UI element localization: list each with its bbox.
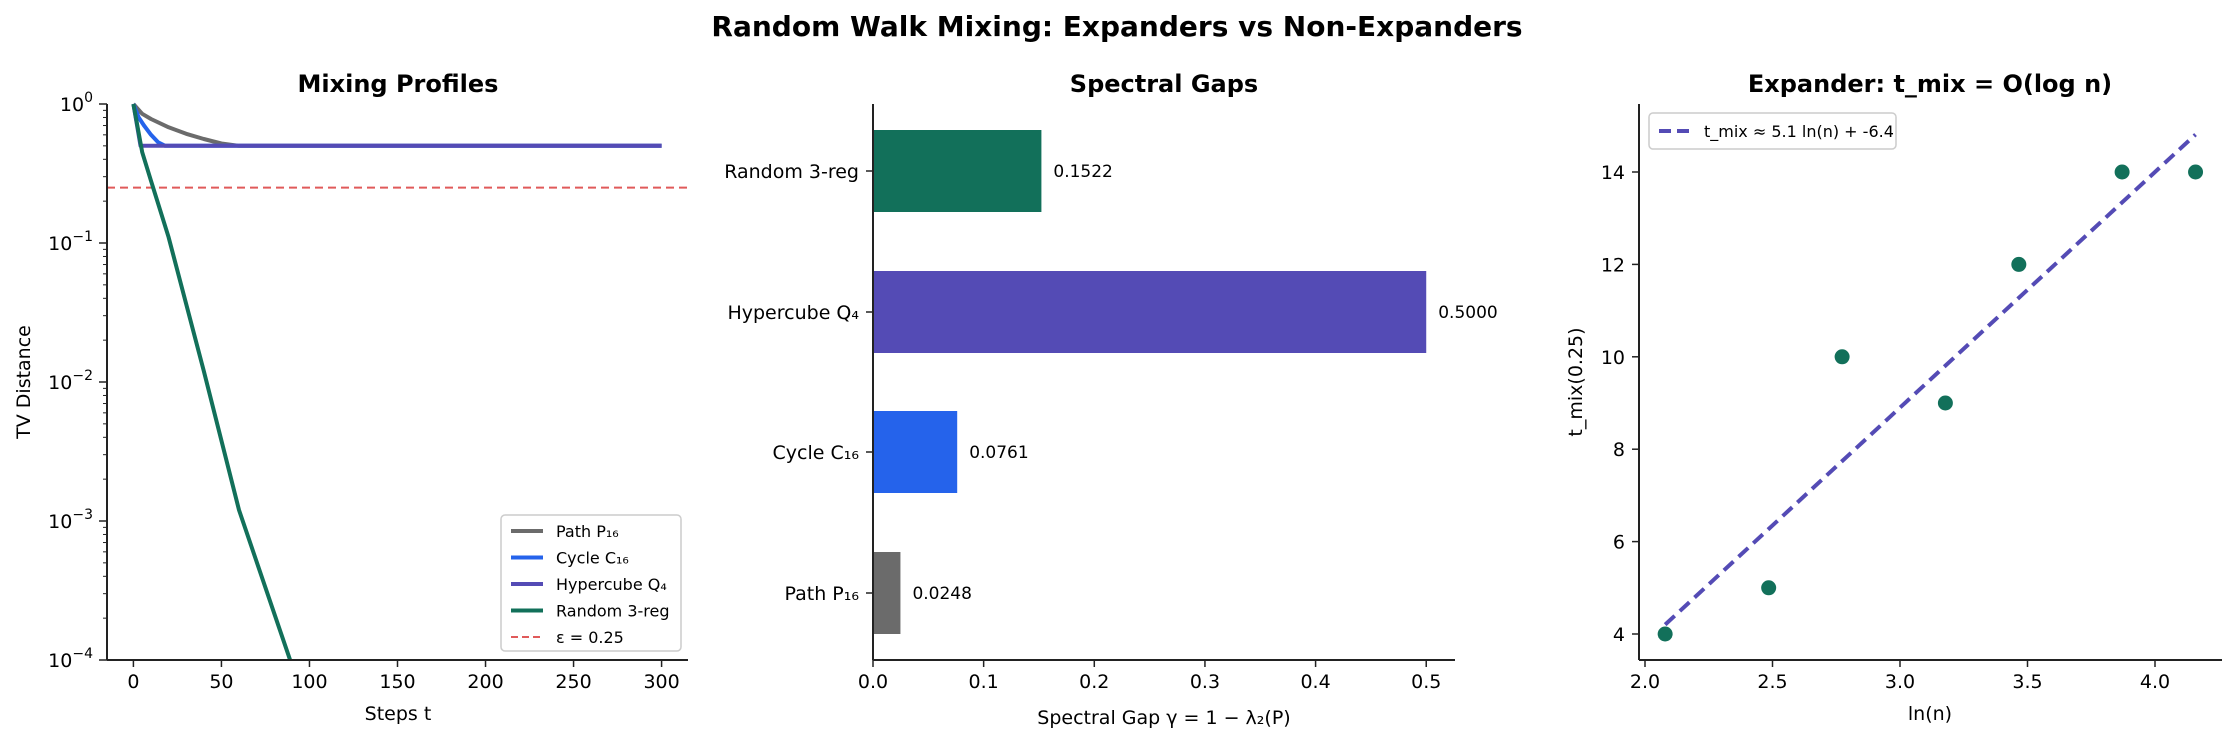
legend-box [500, 514, 682, 652]
x-axis-label-spectral: Spectral Gap γ = 1 − λ₂(P) [1037, 707, 1290, 729]
y-tick-label: 14 [1601, 162, 1625, 184]
legend-box [1648, 112, 1897, 150]
bar-0 [873, 552, 901, 634]
y-tick-label: 8 [1613, 439, 1625, 461]
x-tick-label: 50 [209, 671, 233, 693]
category-label: Random 3-reg [724, 161, 859, 183]
expander-panel: Expander: t_mix = O(log n) 2.0 2.5 3.0 3.5 4… [1565, 70, 2222, 725]
x-tick-label: 150 [379, 671, 415, 693]
category-label: Cycle C₁₆ [773, 442, 859, 464]
y-tick-label: 100 [60, 90, 93, 116]
legend-entry: ε = 0.25 [556, 628, 624, 647]
y-axis-label-tv: TV Distance [13, 325, 35, 440]
legend-entry: Random 3-reg [556, 602, 670, 621]
x-tick-label: 0.3 [1190, 671, 1220, 693]
scatter-point [2188, 164, 2204, 180]
legend-entry: Cycle C₁₆ [556, 549, 629, 568]
series-line-0 [131, 102, 662, 148]
series-line-3 [131, 103, 292, 661]
figure-title: Random Walk Mixing: Expanders vs Non-Exp… [711, 10, 1522, 43]
x-tick-label: 0.1 [969, 671, 999, 693]
x-tick-label: 0.0 [858, 671, 888, 693]
panel-title-spectral: Spectral Gaps [1070, 70, 1258, 98]
spectral-gaps-panel: Spectral Gaps 0.0248 Path P₁₆ 0.0761 Cycle … [724, 70, 1498, 729]
x-tick-label: 200 [467, 671, 503, 693]
y-tick-label: 10−4 [48, 646, 93, 672]
x-axis-label-steps: Steps t [365, 703, 432, 725]
scatter-point [1761, 580, 1777, 596]
category-label: Path P₁₆ [785, 583, 859, 605]
mixing-profiles-panel: Mixing Profiles 0 50 100 150 200 250 300 100 10−… [13, 70, 688, 725]
bar-2 [873, 271, 1427, 353]
x-tick-label: 0.2 [1079, 671, 1109, 693]
spectral-bar-area: 0.0248 Path P₁₆ 0.0761 Cycle C₁₆ 0.5000 Hyper… [724, 104, 1498, 693]
legend-fit: t_mix ≈ 5.1 ln(n) + -6.4 [1648, 112, 1897, 150]
legend-mixing: Path P₁₆ Cycle C₁₆ Hypercube Q₄ Random 3-re… [500, 514, 682, 652]
x-tick-label: 100 [291, 671, 327, 693]
bar-value-label: 0.0761 [969, 443, 1028, 463]
category-label: Hypercube Q₄ [727, 302, 859, 324]
bar-value-label: 0.1522 [1053, 162, 1112, 182]
expander-plot-area: 2.0 2.5 3.0 3.5 4.0 4 6 8 10 12 14 [1601, 104, 2222, 693]
y-axis-label-tmix: t_mix(0.25) [1565, 327, 1587, 436]
legend-entry: Hypercube Q₄ [556, 575, 667, 594]
panel-title-mixing: Mixing Profiles [298, 70, 499, 98]
scatter-point [2011, 256, 2027, 272]
y-tick-label: 10−2 [48, 368, 93, 394]
x-axis-label-ln-n: ln(n) [1908, 703, 1952, 725]
x-tick-label: 2.0 [1630, 671, 1660, 693]
y-tick-label: 4 [1613, 624, 1625, 646]
x-tick-label: 4.0 [2140, 671, 2170, 693]
panel-title-expander: Expander: t_mix = O(log n) [1748, 70, 2112, 98]
fit-line [1663, 133, 2197, 627]
bar-value-label: 0.5000 [1438, 303, 1497, 323]
x-tick-label: 300 [643, 671, 679, 693]
mixing-plot-area: 0 50 100 150 200 250 300 100 10−1 10−2 10−3 10−4 [48, 90, 688, 693]
x-tick-label: 2.5 [1757, 671, 1787, 693]
y-tick-label: 10−1 [48, 229, 93, 255]
y-tick-label: 10 [1601, 347, 1625, 369]
scatter-point [1937, 395, 1953, 411]
x-tick-label: 250 [555, 671, 591, 693]
y-tick-label: 6 [1613, 532, 1625, 554]
scatter-point [2114, 164, 2130, 180]
legend-entry: t_mix ≈ 5.1 ln(n) + -6.4 [1704, 122, 1894, 142]
bar-1 [873, 411, 958, 493]
x-tick-label: 0.4 [1300, 671, 1330, 693]
scatter-point [1834, 349, 1850, 365]
legend-entry: Path P₁₆ [556, 522, 619, 541]
bar-3 [873, 130, 1042, 212]
y-tick-label: 12 [1601, 254, 1625, 276]
x-tick-label: 3.0 [1885, 671, 1915, 693]
x-tick-label: 0.5 [1411, 671, 1441, 693]
bar-value-label: 0.0248 [912, 584, 971, 604]
x-tick-label: 0 [127, 671, 139, 693]
y-tick-label: 10−3 [48, 507, 93, 533]
scatter-point [1657, 626, 1673, 642]
x-tick-label: 3.5 [2012, 671, 2042, 693]
